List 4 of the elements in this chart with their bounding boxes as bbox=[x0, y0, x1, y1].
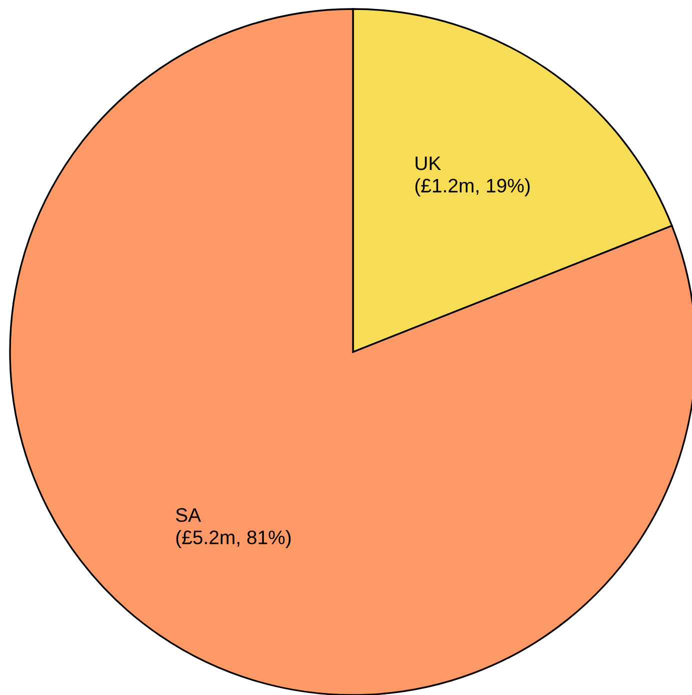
slice-label: UK bbox=[416, 156, 441, 170]
data-label: (£5.2m, 81%) bbox=[176, 530, 291, 548]
data-label: (£1.2m, 19%) bbox=[415, 178, 530, 196]
slice-label: SA bbox=[176, 508, 202, 522]
